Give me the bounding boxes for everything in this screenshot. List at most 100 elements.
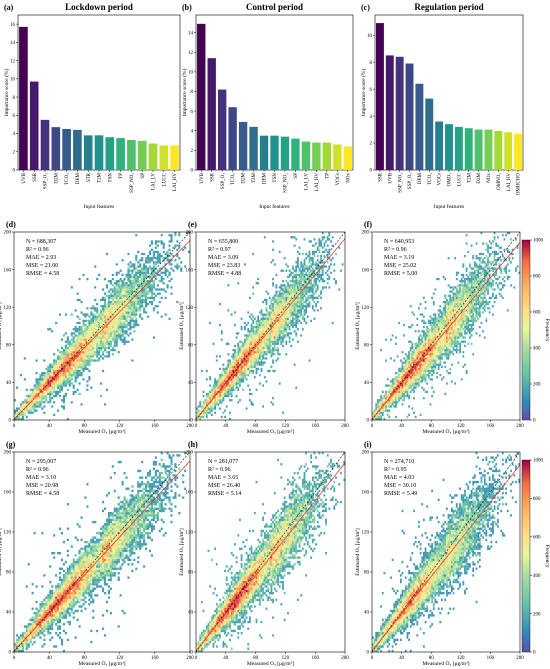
density-cell bbox=[230, 392, 233, 396]
density-cell bbox=[215, 380, 218, 383]
density-cell bbox=[473, 315, 476, 318]
density-cell bbox=[129, 332, 132, 335]
density-cell bbox=[460, 303, 463, 306]
density-cell bbox=[146, 280, 150, 283]
density-cell bbox=[215, 397, 218, 400]
density-cell bbox=[240, 378, 243, 381]
density-cell bbox=[418, 378, 420, 381]
density-cell bbox=[237, 361, 240, 364]
density-cell bbox=[255, 348, 258, 352]
density-cell bbox=[446, 357, 448, 360]
density-cell bbox=[437, 323, 440, 327]
bar-dem bbox=[259, 135, 269, 170]
density-cell bbox=[150, 300, 153, 304]
density-cell bbox=[273, 321, 276, 325]
density-cell bbox=[90, 348, 93, 352]
density-cell bbox=[313, 273, 316, 277]
x-tick-label: SSP_NO₂ bbox=[284, 173, 289, 193]
density-cell bbox=[103, 300, 107, 304]
density-cell bbox=[282, 411, 284, 414]
density-cell bbox=[109, 326, 112, 329]
density-cell bbox=[340, 269, 342, 272]
density-cell bbox=[105, 355, 109, 358]
density-cell bbox=[431, 326, 433, 329]
density-cell bbox=[103, 323, 107, 327]
density-cell bbox=[178, 244, 181, 247]
density-cell bbox=[107, 340, 110, 343]
density-cell bbox=[419, 351, 422, 354]
density-cell bbox=[31, 390, 34, 393]
density-cell bbox=[94, 340, 97, 343]
density-cell bbox=[94, 315, 97, 318]
density-cell bbox=[43, 386, 46, 389]
density-cell bbox=[383, 407, 386, 410]
density-cell bbox=[452, 340, 455, 343]
density-cell bbox=[262, 361, 265, 364]
density-cell bbox=[441, 357, 443, 360]
density-cell bbox=[229, 390, 231, 393]
density-cell bbox=[237, 401, 240, 404]
density-cell bbox=[273, 342, 276, 345]
density-cell bbox=[102, 334, 105, 337]
density-cell bbox=[82, 365, 85, 368]
density-cell bbox=[105, 311, 109, 314]
density-cell bbox=[404, 367, 407, 371]
density-cell bbox=[64, 346, 67, 350]
density-cell bbox=[427, 369, 430, 373]
density-cell bbox=[127, 303, 130, 306]
density-cell bbox=[102, 311, 105, 314]
density-cell bbox=[68, 376, 71, 379]
density-cell bbox=[214, 380, 217, 383]
density-cell bbox=[53, 401, 56, 404]
y-tick-label: 80 bbox=[188, 344, 194, 349]
density-cell bbox=[143, 298, 146, 302]
density-cell bbox=[293, 275, 296, 279]
density-cell bbox=[57, 392, 60, 396]
density-cell bbox=[115, 303, 118, 306]
density-cell bbox=[406, 392, 409, 396]
density-cell bbox=[47, 376, 50, 379]
density-cell bbox=[45, 376, 48, 379]
density-cell bbox=[320, 307, 322, 310]
density-cell bbox=[162, 265, 165, 268]
density-cell bbox=[301, 294, 304, 297]
density-cell bbox=[41, 392, 44, 396]
density-cell bbox=[268, 334, 271, 337]
density-cell bbox=[444, 305, 447, 308]
density-cell bbox=[450, 338, 453, 341]
density-cell bbox=[76, 359, 79, 362]
density-cell bbox=[141, 288, 144, 291]
density-cell bbox=[184, 265, 187, 268]
density-cell bbox=[444, 336, 447, 339]
density-cell bbox=[14, 411, 17, 414]
density-cell bbox=[373, 413, 376, 416]
density-cell bbox=[424, 390, 427, 393]
density-cell bbox=[248, 340, 251, 343]
density-cell bbox=[92, 346, 95, 350]
density-cell bbox=[35, 399, 38, 402]
density-cell bbox=[227, 386, 230, 389]
density-cell bbox=[285, 313, 288, 316]
density-cell bbox=[127, 269, 130, 272]
density-cell bbox=[441, 313, 443, 316]
y-tick-label: 6 bbox=[13, 114, 16, 119]
density-cell bbox=[80, 351, 83, 354]
density-cell bbox=[450, 323, 453, 327]
density-cell bbox=[76, 330, 79, 333]
density-cell bbox=[429, 342, 432, 345]
density-cell bbox=[237, 376, 240, 379]
density-cell bbox=[282, 300, 284, 304]
density-cell bbox=[418, 307, 420, 310]
density-cell bbox=[311, 261, 314, 264]
density-cell bbox=[290, 311, 293, 314]
density-cell bbox=[250, 361, 253, 364]
density-cell bbox=[298, 277, 301, 281]
density-cell bbox=[125, 273, 128, 277]
density-cell bbox=[446, 355, 448, 358]
density-cell bbox=[293, 363, 296, 366]
density-cell bbox=[139, 315, 142, 318]
density-cell bbox=[401, 394, 404, 398]
density-cell bbox=[429, 355, 432, 358]
density-cell bbox=[277, 319, 279, 322]
density-cell bbox=[248, 363, 251, 366]
